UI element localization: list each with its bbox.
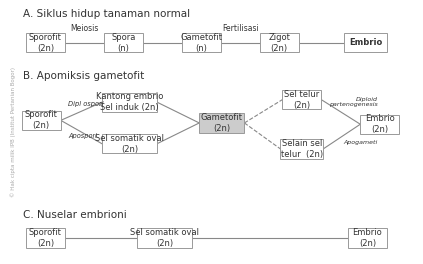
FancyBboxPatch shape: [104, 33, 143, 53]
Text: Embrio: Embrio: [349, 38, 382, 47]
FancyBboxPatch shape: [360, 115, 399, 134]
FancyBboxPatch shape: [26, 228, 65, 248]
FancyBboxPatch shape: [137, 228, 192, 248]
FancyBboxPatch shape: [348, 228, 387, 248]
FancyBboxPatch shape: [22, 111, 61, 130]
FancyBboxPatch shape: [280, 139, 323, 158]
Text: Sel somatik oval
(2n): Sel somatik oval (2n): [130, 228, 199, 248]
Text: Selain sel
telur  (2n): Selain sel telur (2n): [281, 139, 323, 159]
Text: B. Apomiksis gametofit: B. Apomiksis gametofit: [23, 71, 144, 81]
FancyBboxPatch shape: [182, 33, 221, 53]
FancyBboxPatch shape: [102, 93, 157, 112]
Text: Spora
(n): Spora (n): [111, 33, 135, 53]
FancyBboxPatch shape: [102, 134, 157, 153]
Text: Fertilisasi: Fertilisasi: [222, 24, 258, 33]
Text: © Hak cipta milik IPB (Institut Pertanian Bogor): © Hak cipta milik IPB (Institut Pertania…: [11, 67, 16, 197]
FancyBboxPatch shape: [344, 33, 387, 53]
Text: Meiosis: Meiosis: [70, 24, 99, 33]
Text: Apospori: Apospori: [68, 133, 97, 139]
Text: Sporofit
(2n): Sporofit (2n): [25, 110, 58, 130]
Text: Sporofit
(2n): Sporofit (2n): [29, 33, 62, 53]
FancyBboxPatch shape: [26, 33, 65, 53]
FancyBboxPatch shape: [199, 112, 244, 133]
Text: Zigot
(2n): Zigot (2n): [268, 33, 290, 53]
Text: A. Siklus hidup tanaman normal: A. Siklus hidup tanaman normal: [23, 9, 190, 19]
FancyBboxPatch shape: [260, 33, 299, 53]
FancyBboxPatch shape: [282, 90, 321, 109]
Text: Embrio
(2n): Embrio (2n): [353, 228, 382, 248]
Text: Apogameti: Apogameti: [343, 140, 378, 145]
Text: Gametofit
(2n): Gametofit (2n): [201, 113, 243, 133]
Text: Dipl ospori: Dipl ospori: [68, 101, 104, 107]
Text: Diploid
partenogenesis: Diploid partenogenesis: [329, 97, 378, 107]
Text: Sporofit
(2n): Sporofit (2n): [29, 228, 62, 248]
Text: Sel somatik oval
(2n): Sel somatik oval (2n): [95, 134, 164, 154]
Text: Embrio
(2n): Embrio (2n): [365, 114, 395, 134]
Text: Gametofit
(n): Gametofit (n): [180, 33, 222, 53]
Text: C. Nuselar embrioni: C. Nuselar embrioni: [23, 210, 126, 220]
Text: Sel telur
(2n): Sel telur (2n): [284, 89, 319, 110]
Text: Kantong embrio
Sel induk (2n): Kantong embrio Sel induk (2n): [96, 92, 163, 112]
